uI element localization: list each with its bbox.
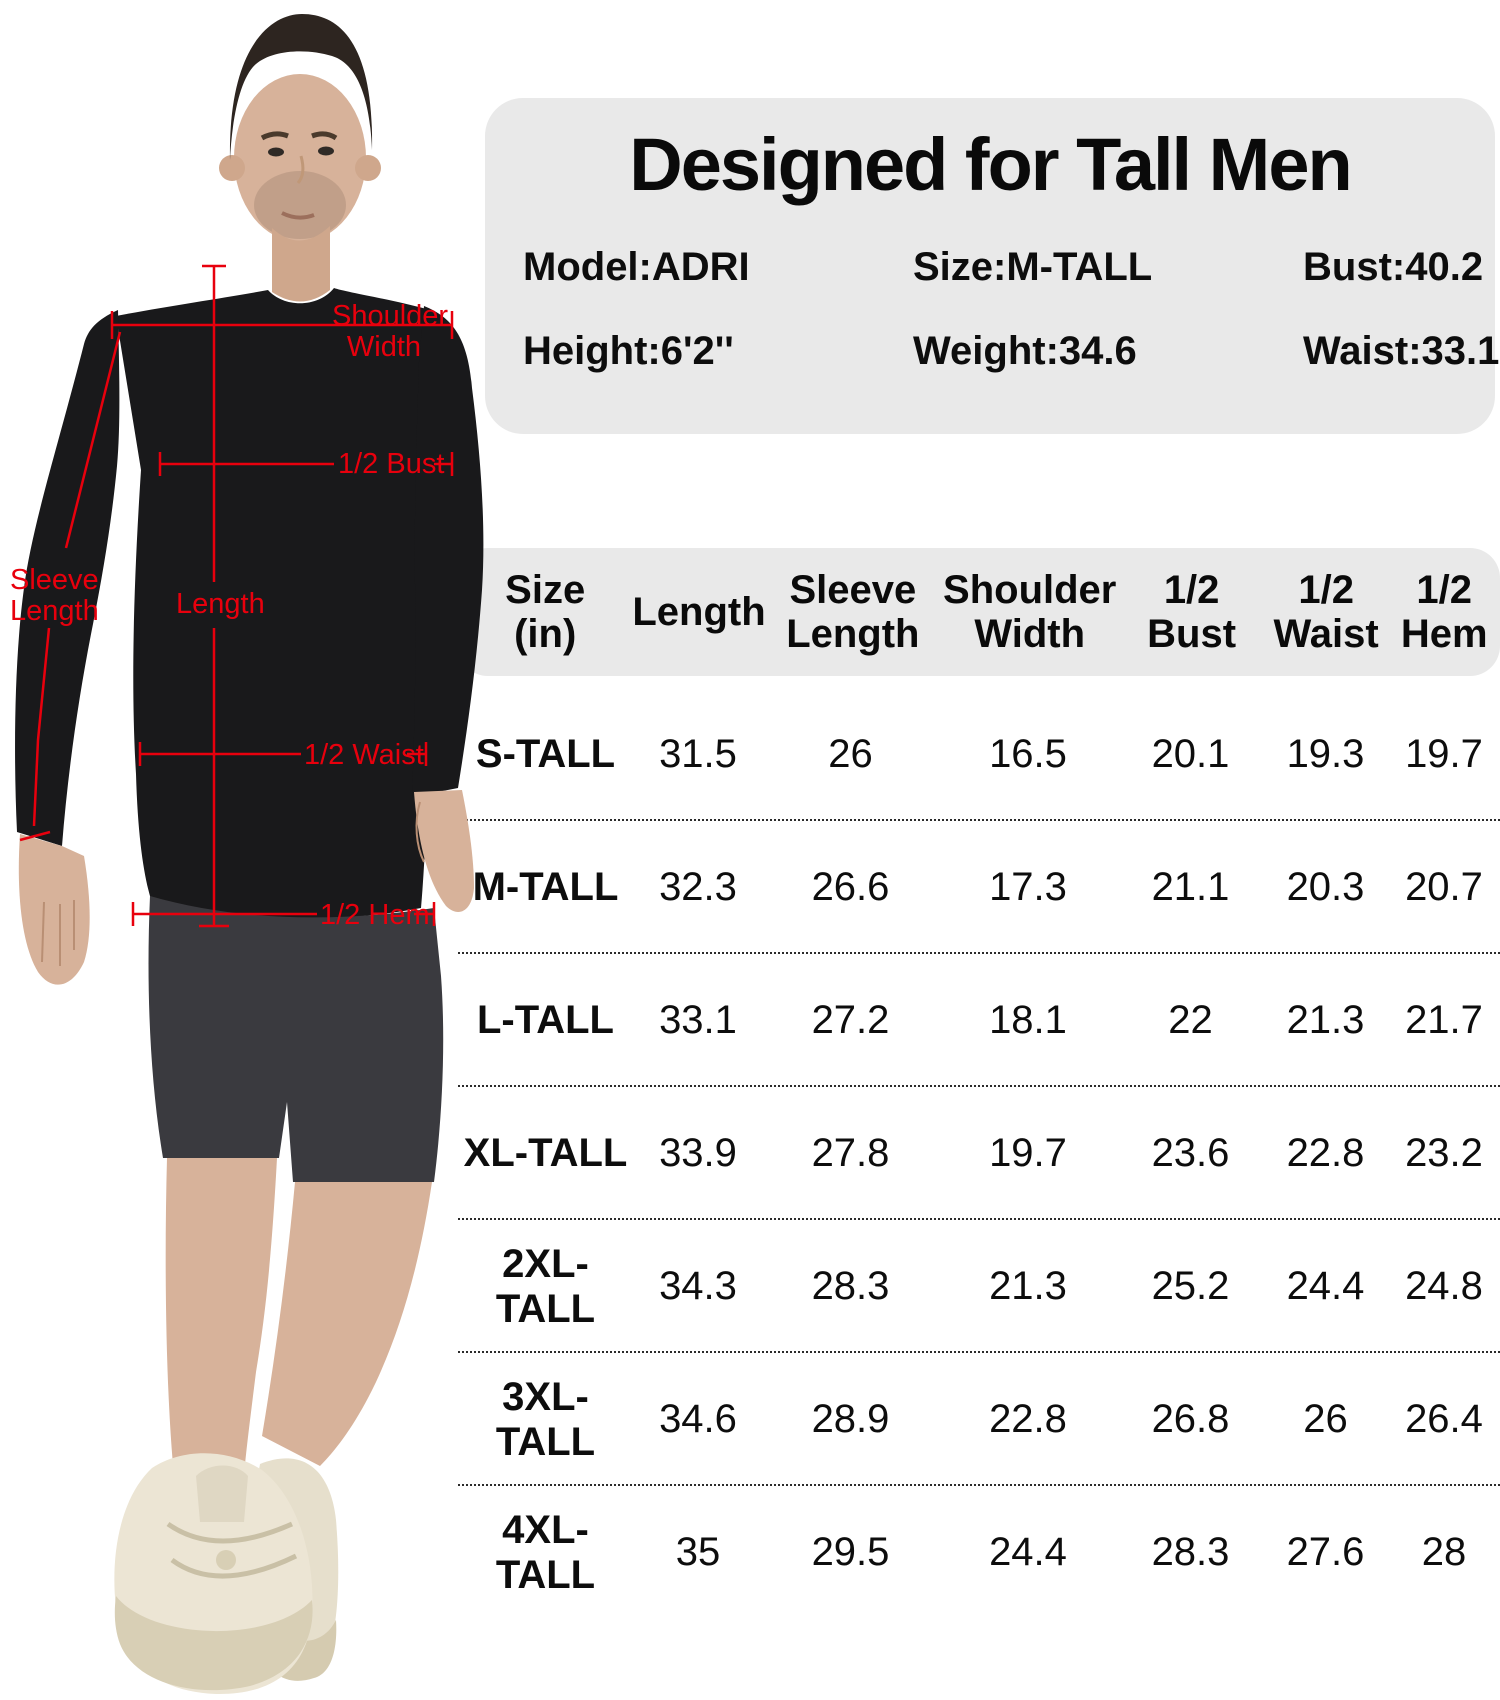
annotation-text: Length [176,588,265,620]
annotation-text: Sleeve [10,564,99,596]
neck [272,226,330,302]
size-table-header: Size (in) Length Sleeve Length Shoulder Wid… [458,548,1500,676]
table-row-l-tall: L-TALL 33.1 27.2 18.1 22 21.3 21.7 [458,954,1500,1087]
annotation-text: Length [10,594,99,627]
shorts [148,896,444,1182]
shirt [15,288,484,920]
half-hem-annotation: 1/2 Hem [320,900,430,931]
size-table: Size (in) Length Sleeve Length Shoulder Wid… [458,548,1500,1619]
shoulder-width-annotation: Shoulder Width [332,300,449,363]
model-info-height: Height:6'2'' [523,329,734,374]
column-header-size: Size (in) [505,568,586,656]
annotation-text: 1/2 Hem [320,899,430,931]
left-hand [18,834,90,985]
column-header-half-waist: 1/2 Waist [1273,568,1379,656]
left-leg [165,1158,277,1476]
hair [229,14,373,160]
table-row-xl-tall: XL-TALL 33.9 27.8 19.7 23.6 22.8 23.2 [458,1087,1500,1220]
column-header-shoulder-width: Shoulder Width [943,568,1117,656]
model-info-waist: Waist:33.1 [1303,329,1500,374]
column-header-half-hem: 1/2 Hem [1400,568,1488,656]
model-info-weight: Weight:34.6 [913,329,1137,374]
annotation-text: Shoulder [332,300,449,332]
column-header-length: Length [632,590,766,634]
table-row-2xl-tall: 2XL-TALL 34.3 28.3 21.3 25.2 24.4 24.8 [458,1220,1500,1353]
model-info-model: Model:ADRI [523,245,750,290]
model-info-grid: Model:ADRI Size:M-TALL Bust:40.2 Height:… [485,245,1500,374]
model-info-size: Size:M-TALL [913,245,1153,290]
right-leg [262,1182,432,1466]
front-shoe [114,1453,313,1695]
annotation-text: 1/2 Waist [304,739,424,771]
table-row-4xl-tall: 4XL-TALL 35 29.5 24.4 28.3 27.6 28 [495,1507,1467,1597]
column-header-sleeve-length: Sleeve Length [786,568,920,656]
table-row-s-tall: S-TALL 31.5 26 16.5 20.1 19.3 19.7 [458,688,1500,821]
model-info-bust: Bust:40.2 [1303,245,1484,290]
back-shoe [251,1458,339,1676]
annotation-text: 1/2 Bust [338,448,445,480]
column-header-half-bust: 1/2 Bust [1147,568,1237,656]
annotation-text: Width [346,330,422,363]
size-table-body: S-TALL 31.5 26 16.5 20.1 19.3 19.7 M-TAL… [458,688,1500,1619]
half-waist-annotation: 1/2 Waist [304,740,424,771]
table-row-m-tall: M-TALL 32.3 26.6 17.3 21.1 20.3 20.7 [458,821,1500,954]
table-row-3xl-tall: 3XL-TALL 34.6 28.9 22.8 26.8 26 26.4 [458,1353,1500,1486]
sleeve-length-line [64,331,122,549]
measurement-lines [19,264,454,928]
length-annotation: Length [176,589,265,620]
sleeve-length-annotation: Sleeve Length [10,565,99,626]
half-bust-annotation: 1/2 Bust [338,449,444,480]
page-title: Designed for Tall Men [629,123,1352,206]
model-info-box: Designed for Tall Men Model:ADRI Size:M-… [485,98,1500,434]
model-figure [15,14,484,1695]
